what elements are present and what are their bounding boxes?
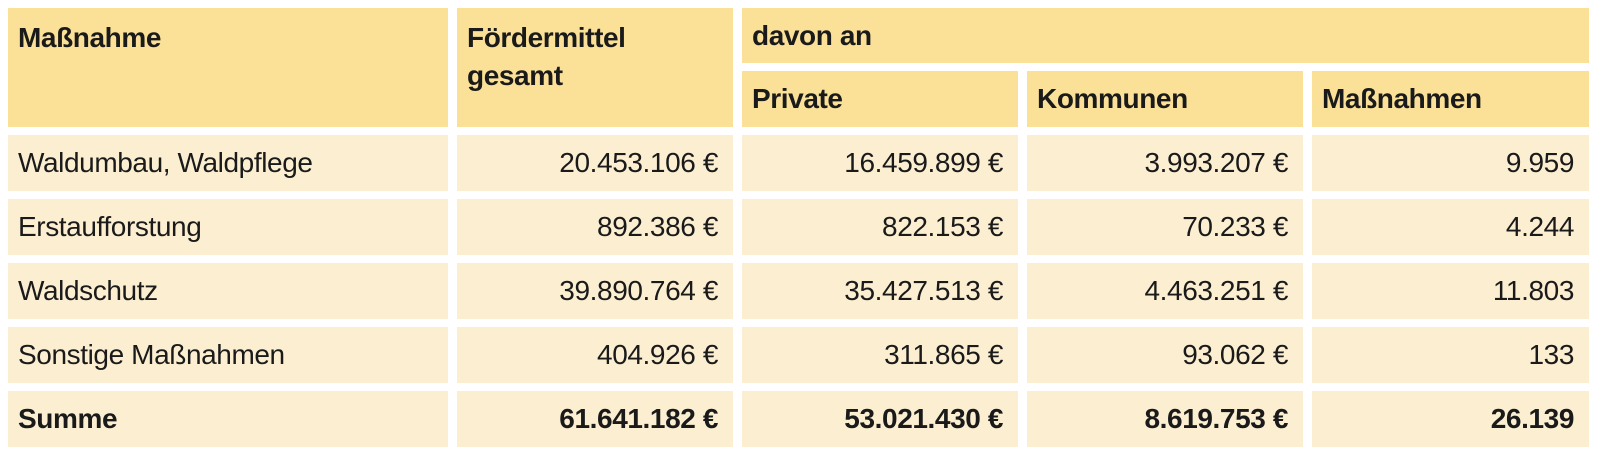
cell-kommunen: 3.993.207 €	[1027, 135, 1303, 191]
funding-table: Maßnahme Fördermittel gesamt davon an Pr…	[8, 8, 1589, 447]
cell-total: 20.453.106 €	[457, 135, 733, 191]
cell-private: 53.021.430 €	[742, 391, 1018, 447]
header-kommunen: Kommunen	[1027, 71, 1303, 127]
header-private: Private	[742, 71, 1018, 127]
cell-total: 892.386 €	[457, 199, 733, 255]
header-foerdermittel-gesamt: Fördermittel gesamt	[457, 8, 733, 127]
cell-private: 822.153 €	[742, 199, 1018, 255]
header-massnahme: Maßnahme	[8, 8, 448, 127]
cell-kommunen: 93.062 €	[1027, 327, 1303, 383]
row-label: Summe	[8, 391, 448, 447]
header-davon-an: davon an	[742, 8, 1589, 63]
cell-count: 133	[1312, 327, 1589, 383]
cell-total: 404.926 €	[457, 327, 733, 383]
cell-count: 11.803	[1312, 263, 1589, 319]
cell-kommunen: 70.233 €	[1027, 199, 1303, 255]
cell-total: 39.890.764 €	[457, 263, 733, 319]
cell-count: 26.139	[1312, 391, 1589, 447]
cell-count: 9.959	[1312, 135, 1589, 191]
cell-private: 16.459.899 €	[742, 135, 1018, 191]
cell-private: 311.865 €	[742, 327, 1018, 383]
cell-private: 35.427.513 €	[742, 263, 1018, 319]
cell-kommunen: 8.619.753 €	[1027, 391, 1303, 447]
header-massnahmen-anzahl: Maßnahmen	[1312, 71, 1589, 127]
cell-count: 4.244	[1312, 199, 1589, 255]
cell-total: 61.641.182 €	[457, 391, 733, 447]
row-label: Waldschutz	[8, 263, 448, 319]
cell-kommunen: 4.463.251 €	[1027, 263, 1303, 319]
row-label: Waldumbau, Waldpflege	[8, 135, 448, 191]
row-label: Erstaufforstung	[8, 199, 448, 255]
row-label: Sonstige Maßnahmen	[8, 327, 448, 383]
